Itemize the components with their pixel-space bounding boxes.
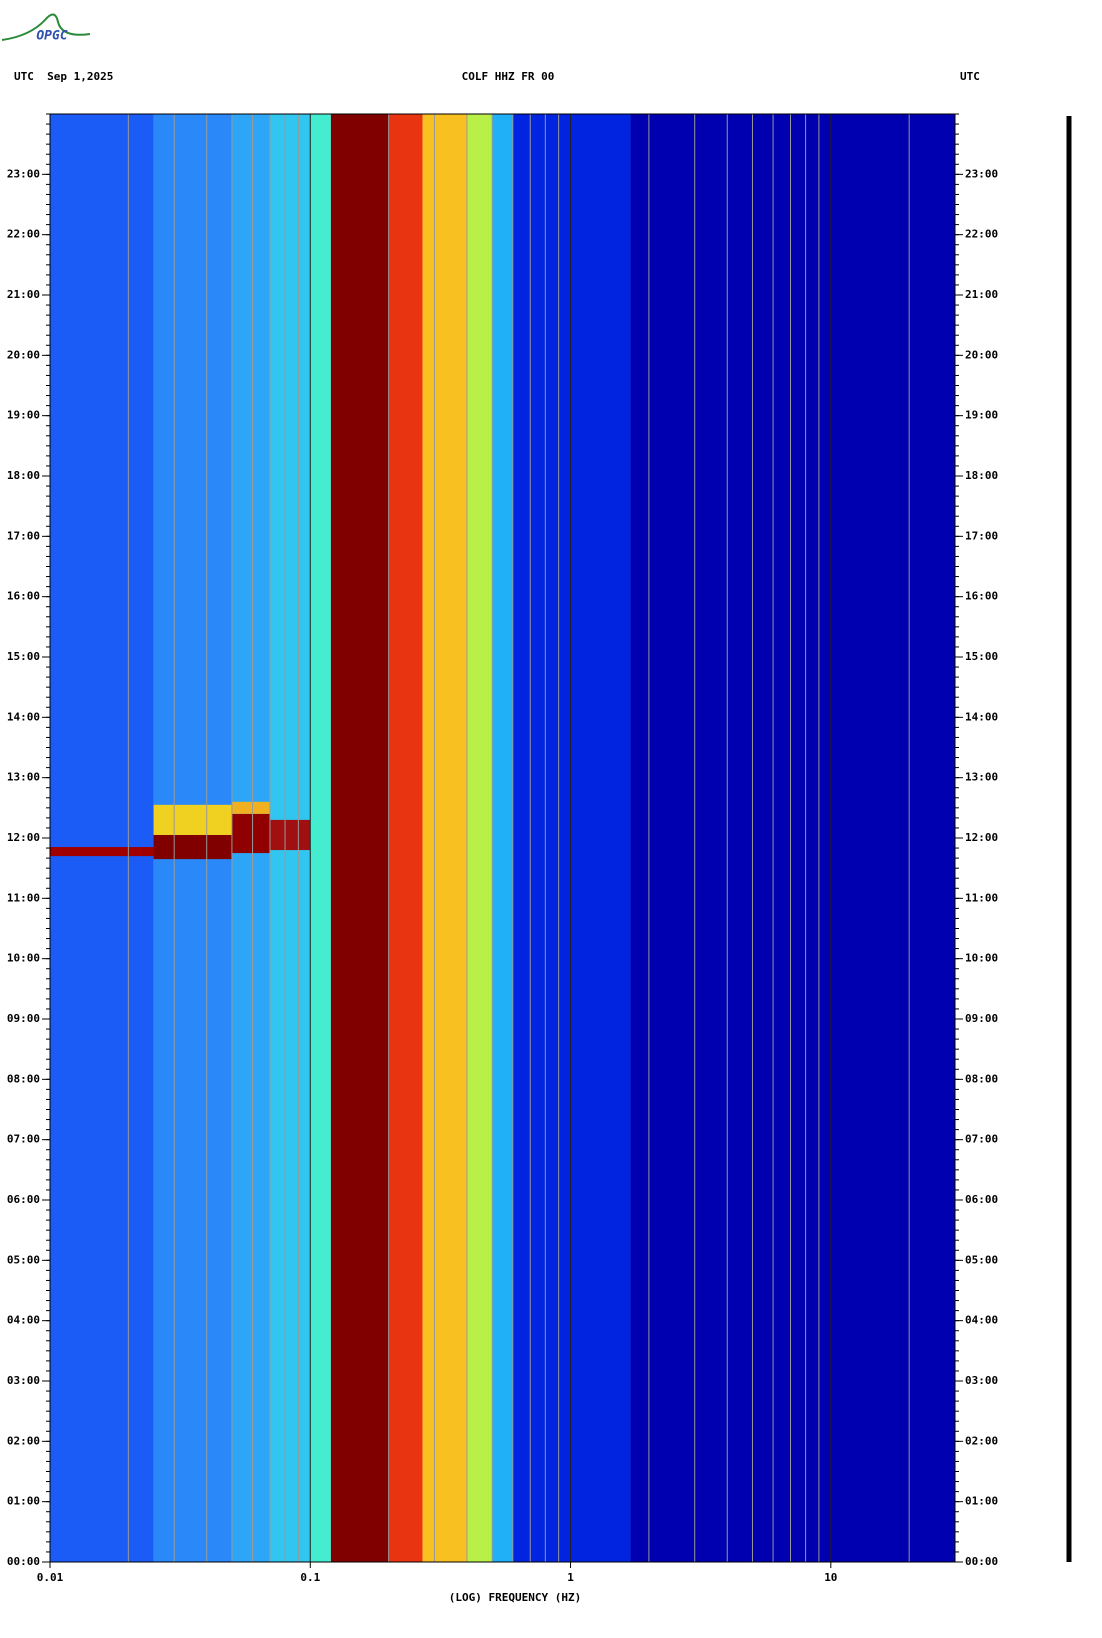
event-patch: [231, 801, 270, 814]
y-tick-label-right: 16:00: [965, 590, 998, 603]
y-tick-label-right: 00:00: [965, 1555, 998, 1568]
logo: OPGC: [36, 29, 67, 44]
right-label: UTC: [960, 70, 980, 83]
x-tick-label: 0.1: [300, 1571, 320, 1584]
y-tick-label: 17:00: [7, 529, 40, 542]
spectrogram-band: [466, 114, 493, 1562]
event-patch: [269, 819, 311, 851]
y-tick-label-right: 23:00: [965, 167, 998, 180]
event-patch: [231, 813, 270, 854]
y-tick-label-right: 11:00: [965, 891, 998, 904]
y-tick-label: 09:00: [7, 1012, 40, 1025]
x-tick-label: 1: [567, 1571, 574, 1584]
spectrogram-band: [50, 114, 154, 1562]
y-tick-label-right: 21:00: [965, 288, 998, 301]
y-tick-label: 12:00: [7, 831, 40, 844]
y-tick-label-right: 20:00: [965, 348, 998, 361]
y-tick-label: 20:00: [7, 348, 40, 361]
y-tick-label: 23:00: [7, 167, 40, 180]
event-patch: [153, 834, 232, 860]
y-tick-label-right: 01:00: [965, 1495, 998, 1508]
y-tick-label-right: 13:00: [965, 771, 998, 784]
y-tick-label-right: 06:00: [965, 1193, 998, 1206]
y-tick-label: 08:00: [7, 1072, 40, 1085]
y-tick-label: 15:00: [7, 650, 40, 663]
y-tick-label-right: 07:00: [965, 1133, 998, 1146]
y-tick-label-right: 10:00: [965, 952, 998, 965]
y-tick-label: 16:00: [7, 590, 40, 603]
y-tick-label: 00:00: [7, 1555, 40, 1568]
y-tick-label: 19:00: [7, 409, 40, 422]
y-tick-label-right: 08:00: [965, 1072, 998, 1085]
event-patch: [50, 847, 154, 857]
y-tick-label: 11:00: [7, 891, 40, 904]
x-tick-label: 10: [824, 1571, 837, 1584]
y-tick-label: 07:00: [7, 1133, 40, 1146]
spectrogram-band: [422, 114, 467, 1562]
y-tick-label: 02:00: [7, 1434, 40, 1447]
y-tick-label: 14:00: [7, 710, 40, 723]
y-tick-label-right: 18:00: [965, 469, 998, 482]
y-tick-label-right: 03:00: [965, 1374, 998, 1387]
y-tick-label: 22:00: [7, 228, 40, 241]
y-tick-label: 13:00: [7, 771, 40, 784]
x-axis-label: (LOG) FREQUENCY (HZ): [449, 1591, 581, 1604]
y-tick-label-right: 17:00: [965, 529, 998, 542]
y-tick-label-right: 14:00: [965, 710, 998, 723]
y-tick-label-right: 19:00: [965, 409, 998, 422]
y-tick-label-right: 05:00: [965, 1253, 998, 1266]
spectrogram-band: [512, 114, 631, 1562]
y-tick-label-right: 22:00: [965, 228, 998, 241]
y-tick-label: 04:00: [7, 1314, 40, 1327]
y-tick-label-right: 04:00: [965, 1314, 998, 1327]
y-tick-label: 06:00: [7, 1193, 40, 1206]
y-tick-label-right: 09:00: [965, 1012, 998, 1025]
y-tick-label: 21:00: [7, 288, 40, 301]
x-tick-label: 0.01: [37, 1571, 64, 1584]
spectrogram-band: [492, 114, 513, 1562]
spectrogram-band: [330, 114, 389, 1562]
y-tick-label-right: 12:00: [965, 831, 998, 844]
spectrogram-band: [310, 114, 331, 1562]
chart-title: COLF HHZ FR 00: [462, 70, 555, 83]
spectrogram-band: [388, 114, 423, 1562]
y-tick-label-right: 02:00: [965, 1434, 998, 1447]
y-tick-label: 01:00: [7, 1495, 40, 1508]
y-tick-label-right: 15:00: [965, 650, 998, 663]
y-tick-label: 10:00: [7, 952, 40, 965]
y-tick-label: 03:00: [7, 1374, 40, 1387]
event-patch: [153, 804, 232, 835]
logo-mark: [1, 13, 91, 41]
y-tick-label: 05:00: [7, 1253, 40, 1266]
date-label: UTC Sep 1,2025: [14, 70, 113, 83]
spectrogram-band: [630, 114, 955, 1562]
y-tick-label: 18:00: [7, 469, 40, 482]
